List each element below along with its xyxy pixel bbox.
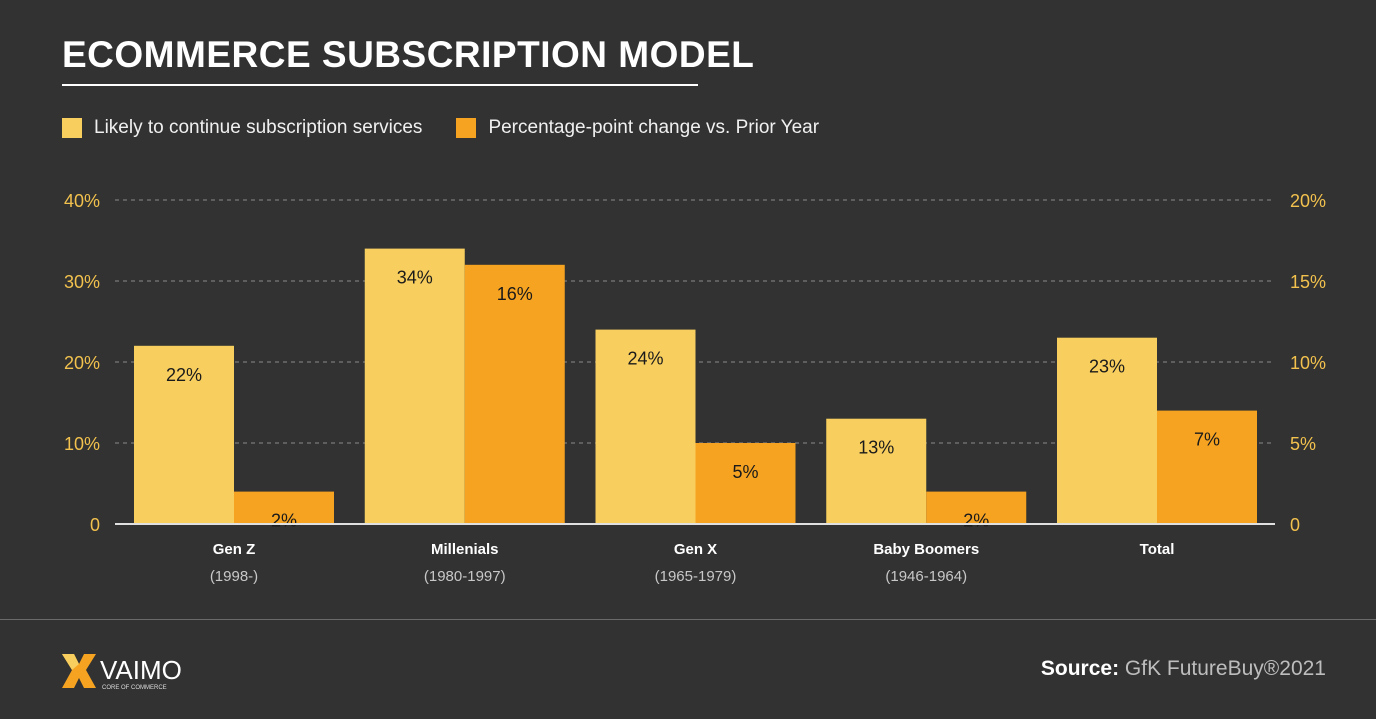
- left-axis-tick: 40%: [64, 191, 100, 211]
- source-label: Source:: [1040, 657, 1120, 680]
- left-axis-tick: 10%: [64, 434, 100, 454]
- left-axis-tick: 0: [90, 515, 100, 535]
- bar-change: [695, 443, 796, 524]
- legend: Likely to continue subscription services…: [62, 117, 853, 139]
- legend-item-series2: Percentage-point change vs. Prior Year: [456, 117, 819, 139]
- data-label: 16%: [497, 284, 533, 304]
- vaimo-logo: VAIMO CORE OF COMMERCE: [60, 652, 190, 697]
- bar-change: [926, 491, 1027, 524]
- bar-change: [1157, 410, 1257, 524]
- right-axis-tick: 5%: [1290, 434, 1316, 454]
- left-axis-tick: 30%: [64, 272, 100, 292]
- data-label: 7%: [1194, 430, 1220, 450]
- legend-label: Percentage-point change vs. Prior Year: [488, 117, 820, 138]
- bar-likely: [364, 248, 465, 524]
- category-label: Gen Z: [213, 541, 256, 558]
- footer-divider: [0, 619, 1376, 620]
- title-underline: [62, 84, 698, 86]
- category-sublabel: (1998-): [210, 568, 258, 585]
- right-axis-tick: 10%: [1290, 353, 1326, 373]
- legend-label: Likely to continue subscription services: [94, 117, 423, 138]
- data-label: 34%: [397, 268, 433, 288]
- bar-likely: [595, 329, 696, 524]
- data-label: 5%: [732, 462, 758, 482]
- bar-likely: [826, 418, 927, 524]
- category-sublabel: (1980-1997): [424, 568, 506, 585]
- category-label: Gen X: [674, 541, 717, 558]
- category-sublabel: (1946-1964): [885, 568, 967, 585]
- chart-title: ECOMMERCE SUBSCRIPTION MODEL: [62, 34, 755, 75]
- data-label: 2%: [271, 511, 297, 531]
- legend-item-series1: Likely to continue subscription services: [62, 117, 422, 139]
- data-label: 23%: [1089, 357, 1125, 377]
- category-label: Total: [1140, 541, 1175, 558]
- bar-change: [464, 264, 565, 524]
- legend-swatch-orange: [456, 118, 477, 138]
- category-label: Millenials: [431, 541, 499, 558]
- data-label: 2%: [963, 511, 989, 531]
- data-label: 22%: [166, 365, 202, 385]
- legend-swatch-yellow: [62, 118, 82, 138]
- source-note: Source: GfK FutureBuy®2021: [1041, 657, 1326, 681]
- bar-change: [234, 491, 334, 524]
- category-label: Baby Boomers: [873, 541, 979, 558]
- data-label: 13%: [858, 438, 894, 458]
- right-axis-tick: 0: [1290, 515, 1300, 535]
- bar-likely: [1057, 337, 1157, 524]
- right-axis-tick: 20%: [1290, 191, 1326, 211]
- svg-text:VAIMO: VAIMO: [100, 655, 182, 685]
- left-axis-tick: 20%: [64, 353, 100, 373]
- bar-likely: [134, 345, 234, 524]
- data-label: 24%: [627, 349, 663, 369]
- svg-text:CORE OF COMMERCE: CORE OF COMMERCE: [102, 685, 167, 691]
- category-sublabel: (1965-1979): [655, 568, 737, 585]
- bar-chart: 0 0 10% 5% 20% 10% 30% 15% 40% 20% 22% 2% Gen Z (1998…: [64, 191, 1326, 585]
- right-axis-tick: 15%: [1290, 272, 1326, 292]
- source-value: GfK FutureBuy®2021: [1124, 657, 1326, 680]
